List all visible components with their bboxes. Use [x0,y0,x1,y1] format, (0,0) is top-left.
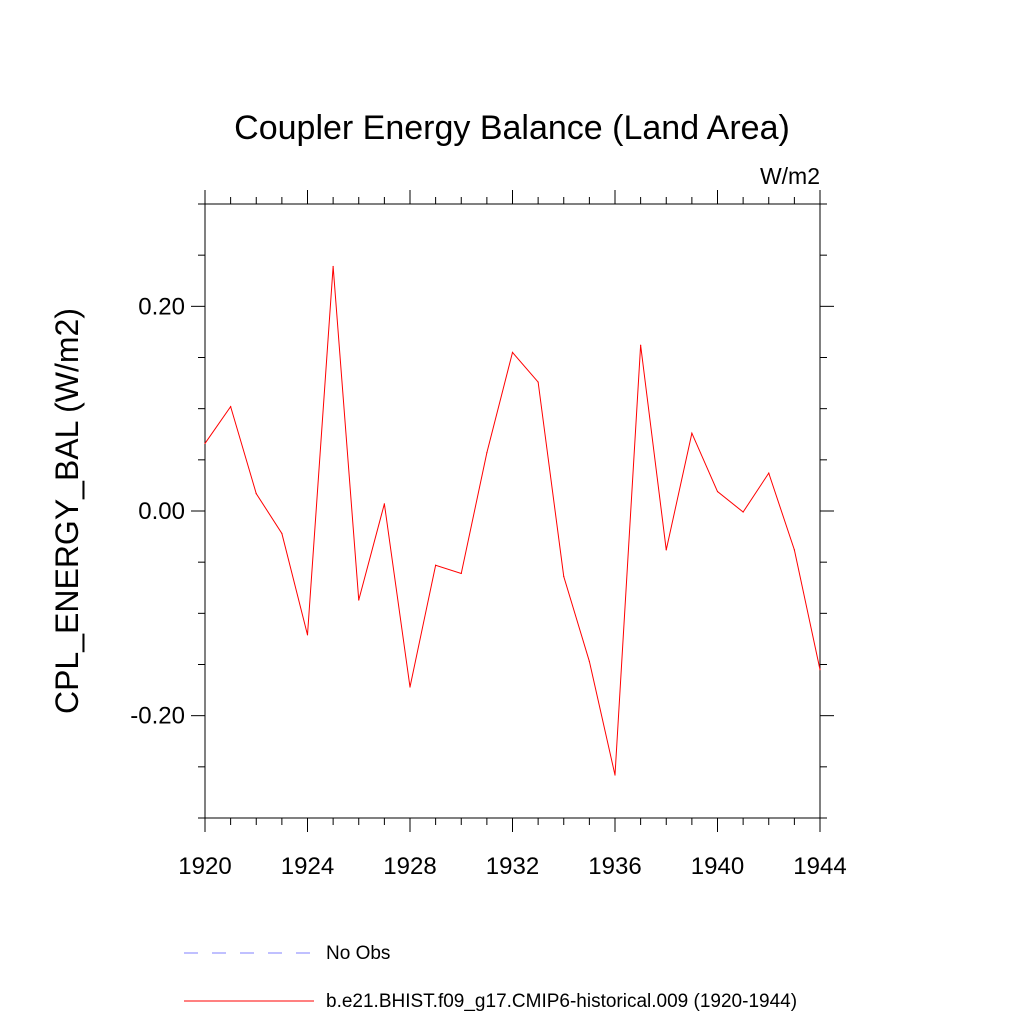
series-layer [204,265,821,776]
data-point [332,265,334,268]
legend: No Obs b.e21.BHIST.f09_g17.CMIP6-histori… [184,943,797,1012]
data-point [563,575,565,578]
x-tick-label: 1940 [691,853,744,880]
plot-frame: -0.20 0.00 0.20 1920 1924 1928 1932 1936 1940 194… [130,190,847,880]
x-tick-label: 1924 [281,853,334,880]
data-point [793,549,795,551]
y-tick-label: -0.20 [130,703,185,730]
data-point [204,442,206,445]
data-point [588,660,590,663]
data-point [819,669,821,671]
x-tick-label: 1936 [588,853,641,880]
data-point [691,432,693,434]
data-point [665,549,667,551]
legend-label-no-obs: No Obs [326,943,390,964]
data-point [640,344,642,346]
x-tick-label: 1920 [178,853,231,880]
chart-title: Coupler Energy Balance (Land Area) [234,109,790,147]
data-point [768,472,770,474]
y-axis-label: CPL_ENERGY_BAL (W/m2) [49,308,85,714]
series-line-0 [204,266,821,776]
x-tick-label: 1928 [383,853,436,880]
data-point [716,490,719,493]
data-point [537,381,539,383]
legend-label-model: b.e21.BHIST.f09_g17.CMIP6-historical.009… [326,991,797,1012]
data-point [486,452,488,454]
y-tick-label: 0.20 [138,293,185,320]
data-point [383,503,385,505]
data-point [742,511,744,513]
plot-border [204,203,821,819]
data-point [409,686,411,688]
data-point [255,493,257,495]
data-point [435,564,437,566]
units-label: W/m2 [760,163,820,189]
data-point [230,406,232,408]
y-tick-label: 0.00 [138,498,185,525]
data-point [614,774,616,776]
data-point [281,532,283,535]
data-point [511,351,514,353]
x-tick-label: 1944 [793,853,846,880]
data-point [358,599,360,601]
x-tick-label: 1932 [486,853,539,880]
data-point [460,572,462,575]
data-point [306,634,309,636]
